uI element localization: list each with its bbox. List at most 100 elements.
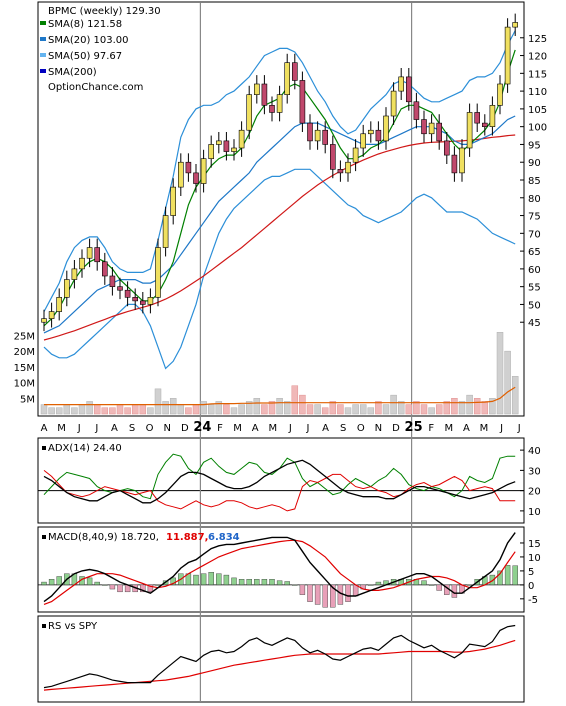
volume-bar (55, 407, 63, 415)
candle-body (238, 129, 245, 149)
bollinger-lower-line (43, 168, 516, 370)
candle-body (345, 161, 351, 174)
volume-bar (443, 401, 451, 415)
macd-histogram-bar (56, 576, 62, 586)
volume-bar (481, 401, 489, 415)
ticker-title: BPMC (weekly) 129.30 (48, 6, 161, 17)
volume-bar (375, 401, 382, 415)
macd-lines (41, 532, 518, 608)
macd-histogram-bar (102, 584, 108, 586)
macd-tick-label: 10 (528, 553, 541, 564)
price-tick-label: 65 (528, 247, 541, 258)
volume-bar (63, 404, 71, 415)
adx-lines (43, 453, 516, 512)
macd-histogram-bar (109, 584, 116, 590)
month-label: J (517, 423, 521, 434)
candle-body (117, 286, 123, 291)
macd-legend-swatch (42, 535, 46, 539)
volume-bar (413, 401, 420, 415)
month-label: M (268, 423, 277, 434)
candle-body (421, 119, 427, 135)
volume-bar (71, 407, 78, 415)
adx-legend-swatch (42, 446, 46, 450)
candle-body (375, 129, 382, 142)
adx-line (43, 459, 516, 504)
candle-body (322, 129, 329, 145)
candle-body (86, 247, 93, 259)
macd-histogram-bar (497, 570, 503, 586)
macd-histogram-bar (436, 584, 442, 591)
macd-histogram-bar (170, 577, 176, 586)
month-label: M (480, 423, 489, 434)
macd-histogram-bar (307, 584, 313, 602)
candle-body (383, 115, 389, 142)
volume-bar (504, 350, 511, 415)
volume-bar (367, 407, 375, 415)
candle-body (193, 172, 199, 184)
candle-body (512, 22, 519, 28)
macd-histogram-bar (428, 584, 435, 586)
candle-body (451, 154, 458, 174)
candle-body (360, 133, 367, 149)
volume-bar (458, 401, 466, 415)
volume-bar (223, 404, 230, 415)
rs-lines (43, 624, 516, 691)
macd-histogram-bar (330, 584, 336, 608)
axis-labels: 4550556065707580859095100105110115120125… (14, 34, 547, 606)
macd-histogram-bar (223, 574, 230, 586)
adx-tick-label: 10 (528, 507, 541, 518)
price-tick-label: 75 (528, 212, 541, 223)
price-tick-label: 100 (528, 123, 547, 134)
macd-histogram-bar (48, 579, 55, 586)
month-label: N (375, 423, 382, 434)
candle-body (367, 129, 374, 135)
bollinger-upper-line (43, 30, 516, 312)
volume-bar (78, 404, 86, 415)
month-label: O (146, 423, 154, 434)
macd-histogram-bar (375, 581, 382, 586)
macd-tick-label: 5 (528, 567, 534, 578)
month-label: N (163, 423, 170, 434)
legend-sma8: SMA(8) 121.58 (48, 19, 122, 30)
volume-bar (131, 404, 139, 415)
volume-bar (86, 401, 93, 415)
volume-bar (116, 404, 124, 415)
macd-tick-label: 0 (528, 581, 534, 592)
volume-bar (291, 385, 299, 415)
candle-body (155, 247, 161, 298)
price-tick-label: 105 (528, 105, 547, 116)
volume-bar (185, 407, 192, 415)
macd-histogram-bar (155, 584, 161, 586)
candle-body (398, 76, 405, 92)
macd-tick-label: 15 (528, 539, 541, 550)
volume-bar (154, 388, 162, 415)
volume-bar (253, 398, 261, 415)
month-label: J (499, 423, 503, 434)
volume-bar (306, 404, 314, 415)
month-label: S (129, 423, 135, 434)
legend-swatch-sma200 (40, 69, 46, 73)
month-label: A (41, 423, 48, 434)
candle-body (284, 62, 291, 95)
candle-body (109, 275, 116, 287)
macd-histogram-bar (284, 581, 290, 586)
candle-body (489, 105, 496, 127)
price-tick-label: 80 (528, 194, 541, 205)
candle-body (504, 26, 511, 85)
volume-bar (420, 404, 428, 415)
macd-tick-label: -5 (528, 595, 538, 606)
volume-bar (177, 404, 185, 415)
volume-bar (139, 404, 147, 415)
candle-body (299, 80, 306, 124)
candle-body (459, 147, 465, 174)
volume-bar (390, 394, 397, 415)
legend-sma20: SMA(20) 103.00 (48, 35, 129, 46)
candle-body (307, 122, 313, 142)
price-tick-label: 95 (528, 140, 541, 151)
volume-bar (382, 404, 390, 415)
month-label: A (322, 423, 329, 434)
volume-bar (192, 404, 200, 415)
month-label: F (217, 423, 223, 434)
price-tick-label: 125 (528, 34, 547, 45)
price-tick-label: 50 (528, 300, 541, 311)
